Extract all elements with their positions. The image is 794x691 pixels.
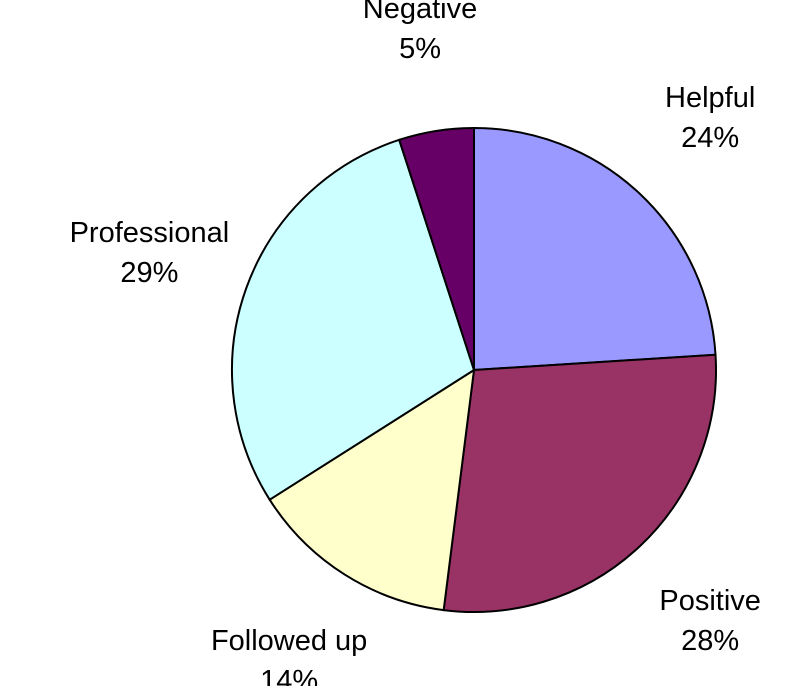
pie-slice [231, 138, 476, 502]
slice-label: Followed up [211, 625, 367, 657]
slice-label: Negative [363, 0, 477, 25]
pie-slice [473, 126, 717, 372]
slice-value-label: 29% [120, 257, 178, 289]
slice-label: Professional [70, 217, 230, 249]
slice-value-label: 5% [399, 33, 441, 65]
slice-value-label: 14% [260, 665, 318, 686]
slice-label: Positive [659, 585, 761, 617]
pie-slice [268, 368, 476, 612]
slice-value-label: 24% [681, 122, 739, 154]
pie-slice [442, 353, 717, 613]
pie-slice [397, 126, 475, 371]
slice-label: Helpful [665, 82, 755, 114]
slice-value-label: 28% [681, 625, 739, 657]
